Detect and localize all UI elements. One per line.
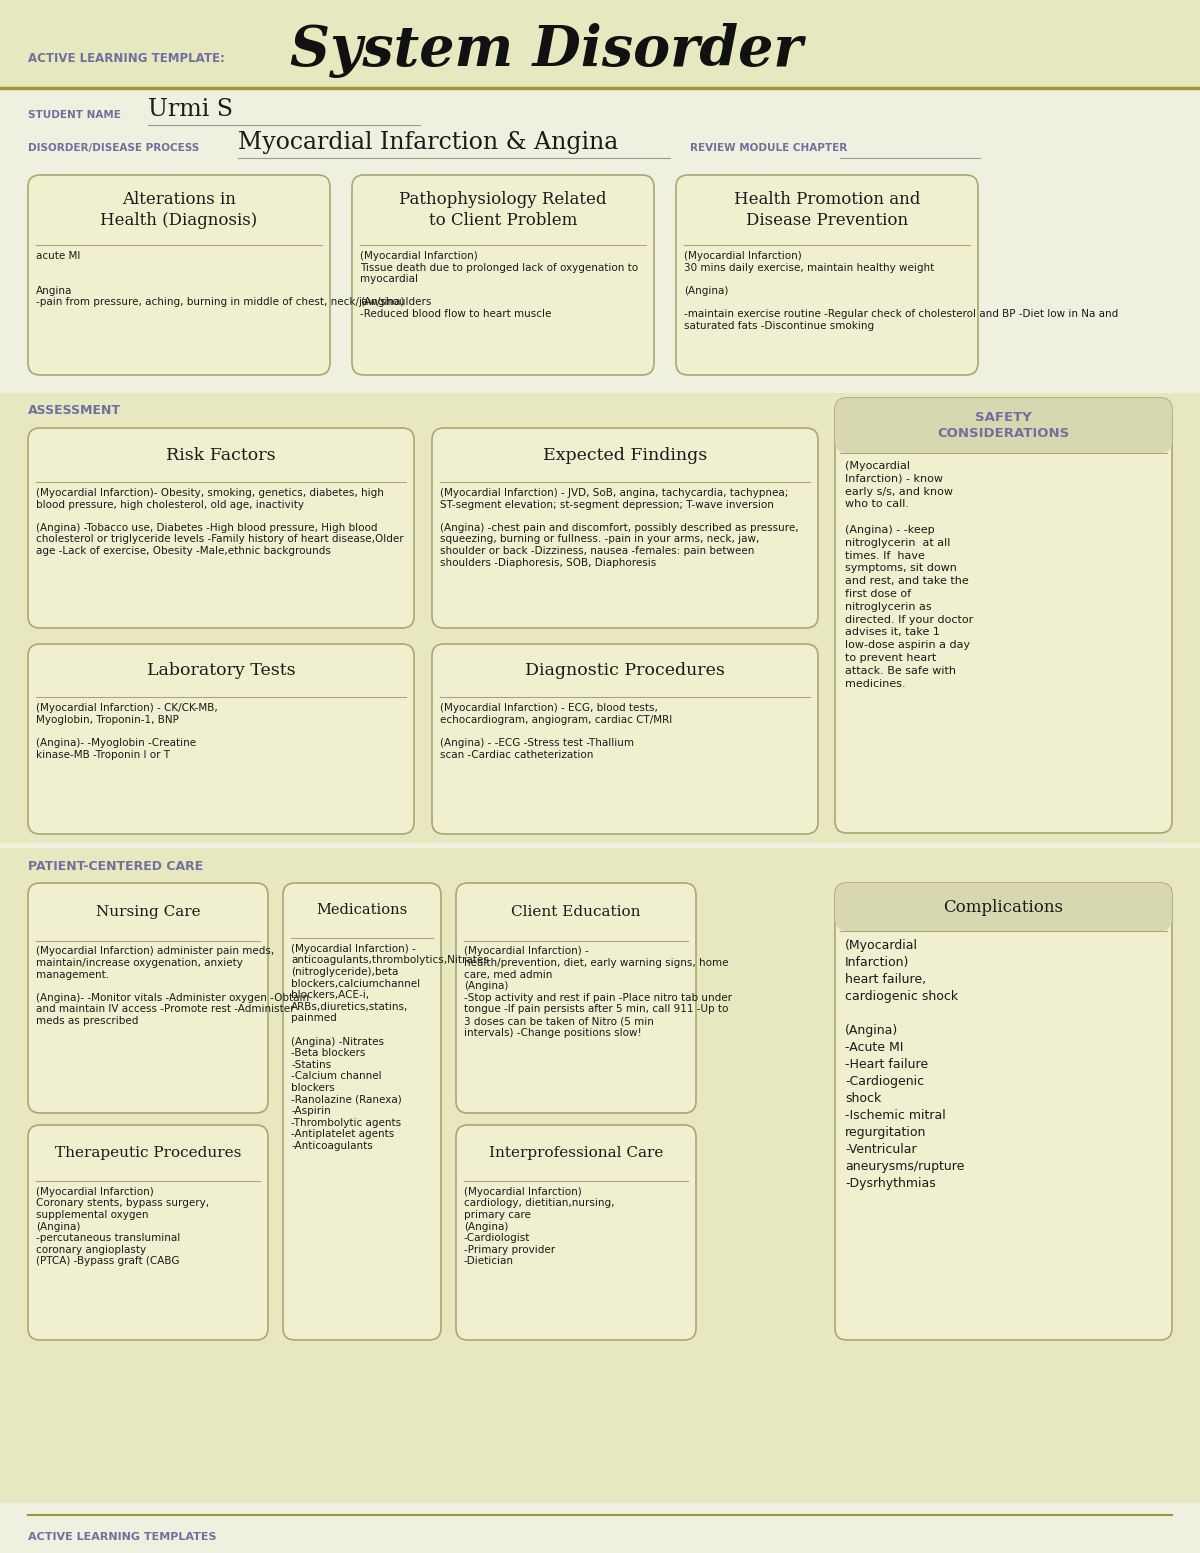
FancyBboxPatch shape [28,644,414,834]
Text: Therapeutic Procedures: Therapeutic Procedures [55,1146,241,1160]
Text: (Myocardial Infarction) - JVD, SoB, angina, tachycardia, tachypnea;
ST-segment e: (Myocardial Infarction) - JVD, SoB, angi… [440,488,799,567]
FancyBboxPatch shape [456,1124,696,1340]
FancyBboxPatch shape [352,175,654,374]
Text: Alterations in
Health (Diagnosis): Alterations in Health (Diagnosis) [101,191,258,228]
FancyBboxPatch shape [28,884,268,1114]
FancyBboxPatch shape [456,884,696,1114]
Text: acute MI


Angina
-pain from pressure, aching, burning in middle of chest, neck/: acute MI Angina -pain from pressure, ach… [36,252,431,307]
Text: Pathophysiology Related
to Client Problem: Pathophysiology Related to Client Proble… [400,191,607,228]
Text: Laboratory Tests: Laboratory Tests [146,662,295,679]
Text: (Myocardial Infarction)
30 mins daily exercise, maintain healthy weight

(Angina: (Myocardial Infarction) 30 mins daily ex… [684,252,1118,331]
Bar [0,848,1200,1503]
Text: Myocardial Infarction & Angina: Myocardial Infarction & Angina [238,132,618,154]
Text: Complications: Complications [943,899,1063,916]
Text: STUDENT NAME: STUDENT NAME [28,110,121,120]
Text: (Myocardial Infarction) - ECG, blood tests,
echocardiogram, angiogram, cardiac C: (Myocardial Infarction) - ECG, blood tes… [440,704,672,759]
Text: (Myocardial
Infarction)
heart failure,
cardiogenic shock

(Angina)
-Acute MI
-He: (Myocardial Infarction) heart failure, c… [845,940,965,1190]
Text: Nursing Care: Nursing Care [96,905,200,919]
FancyBboxPatch shape [28,175,330,374]
Text: Diagnostic Procedures: Diagnostic Procedures [526,662,725,679]
Text: (Myocardial Infarction)
Coronary stents, bypass surgery,
supplemental oxygen
(An: (Myocardial Infarction) Coronary stents,… [36,1186,209,1267]
Bar [0,393,1200,843]
Text: (Myocardial Infarction) -
health/prevention, diet, early warning signs, home
car: (Myocardial Infarction) - health/prevent… [464,946,732,1037]
FancyBboxPatch shape [835,398,1172,453]
FancyBboxPatch shape [28,429,414,627]
Text: (Myocardial Infarction) -
anticoagulants,thrombolytics,Nitrates
(nitroglyceride): (Myocardial Infarction) - anticoagulants… [292,944,488,1151]
Text: PATIENT-CENTERED CARE: PATIENT-CENTERED CARE [28,859,203,873]
Text: Expected Findings: Expected Findings [542,447,707,463]
Text: (Myocardial Infarction) - CK/CK-MB,
Myoglobin, Troponin-1, BNP

(Angina)- -Myogl: (Myocardial Infarction) - CK/CK-MB, Myog… [36,704,217,759]
Text: (Myocardial Infarction)
cardiology, dietitian,nursing,
primary care
(Angina)
-Ca: (Myocardial Infarction) cardiology, diet… [464,1186,614,1267]
Text: (Myocardial
Infarction) - know
early s/s, and know
who to call.

(Angina) - -kee: (Myocardial Infarction) - know early s/s… [845,461,973,688]
Text: DISORDER/DISEASE PROCESS: DISORDER/DISEASE PROCESS [28,143,199,154]
Bar [0,0,1200,89]
FancyBboxPatch shape [283,884,442,1340]
Text: ACTIVE LEARNING TEMPLATE:: ACTIVE LEARNING TEMPLATE: [28,51,224,65]
FancyBboxPatch shape [835,884,1172,930]
Text: Interprofessional Care: Interprofessional Care [488,1146,664,1160]
Text: REVIEW MODULE CHAPTER: REVIEW MODULE CHAPTER [690,143,847,154]
Text: Urmi S: Urmi S [148,98,233,121]
FancyBboxPatch shape [676,175,978,374]
FancyBboxPatch shape [28,1124,268,1340]
Text: Medications: Medications [317,904,408,918]
FancyBboxPatch shape [835,398,1172,832]
Text: Risk Factors: Risk Factors [166,447,276,463]
Text: (Myocardial Infarction) administer pain meds,
maintain/increase oxygenation, anx: (Myocardial Infarction) administer pain … [36,946,310,1027]
Text: SAFETY
CONSIDERATIONS: SAFETY CONSIDERATIONS [937,412,1069,439]
Text: Health Promotion and
Disease Prevention: Health Promotion and Disease Prevention [734,191,920,228]
FancyBboxPatch shape [432,429,818,627]
Text: System Disorder: System Disorder [290,22,803,78]
FancyBboxPatch shape [432,644,818,834]
Text: ACTIVE LEARNING TEMPLATES: ACTIVE LEARNING TEMPLATES [28,1531,216,1542]
Text: (Myocardial Infarction)
Tissue death due to prolonged lack of oxygenation to
myo: (Myocardial Infarction) Tissue death due… [360,252,638,318]
Text: (Myocardial Infarction)- Obesity, smoking, genetics, diabetes, high
blood pressu: (Myocardial Infarction)- Obesity, smokin… [36,488,403,556]
Text: Client Education: Client Education [511,905,641,919]
Text: ASSESSMENT: ASSESSMENT [28,404,121,418]
FancyBboxPatch shape [835,884,1172,1340]
